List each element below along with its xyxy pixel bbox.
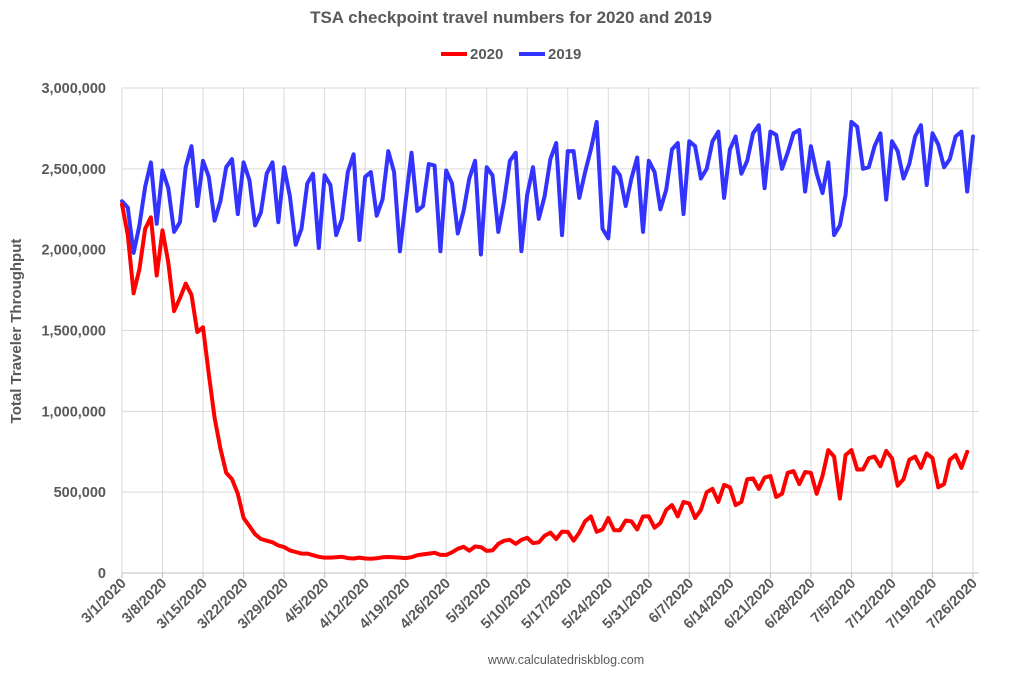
y-tick-label: 2,500,000 (41, 162, 106, 178)
y-tick-label: 3,000,000 (41, 81, 106, 97)
y-tick-label: 0 (98, 566, 106, 582)
legend: 2020 2019 (441, 46, 581, 63)
source-credit: www.calculatedriskblog.com (487, 653, 644, 667)
legend-label-2019: 2019 (548, 46, 581, 63)
y-tick-label: 1,500,000 (41, 324, 106, 340)
legend-label-2020: 2020 (470, 46, 503, 63)
x-axis-ticks: 3/1/20203/8/20203/15/20203/22/20203/29/2… (79, 573, 981, 632)
y-axis-title: Total Traveler Throughput (8, 239, 25, 424)
chart-title: TSA checkpoint travel numbers for 2020 a… (310, 8, 712, 27)
series-line-2019 (120, 119, 975, 257)
y-tick-label: 1,000,000 (41, 404, 106, 420)
y-tick-label: 2,000,000 (41, 243, 106, 259)
series-line-2020 (120, 202, 970, 561)
series-layer (120, 119, 975, 561)
y-tick-label: 500,000 (54, 485, 106, 501)
y-axis-ticks: 0 500,000 1,000,000 1,500,000 2,000,000 2,500… (41, 81, 106, 582)
